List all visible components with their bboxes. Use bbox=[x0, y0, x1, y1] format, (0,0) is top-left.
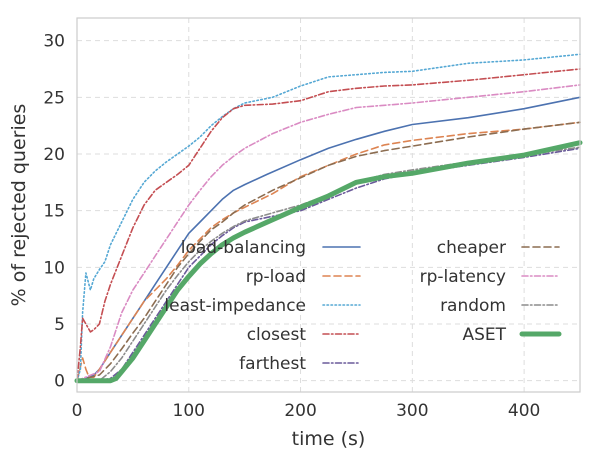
series-line-cheaper bbox=[76, 121, 581, 382]
legend-label-random: random bbox=[440, 296, 506, 316]
y-tick-label: 30 bbox=[43, 32, 65, 52]
x-tick-label: 400 bbox=[508, 401, 540, 421]
y-tick-label: 15 bbox=[43, 202, 65, 222]
x-tick-label: 200 bbox=[284, 401, 316, 421]
legend-label-closest: closest bbox=[247, 325, 307, 345]
legend-label-rp-load: rp-load bbox=[246, 267, 306, 287]
y-tick-label: 5 bbox=[54, 315, 65, 335]
y-tick-label: 0 bbox=[54, 372, 65, 392]
series-lines bbox=[74, 53, 583, 384]
legend-label-cheaper: cheaper bbox=[437, 238, 506, 258]
y-tick-label: 10 bbox=[43, 258, 65, 278]
x-axis-title: time (s) bbox=[292, 428, 366, 450]
x-tick-label: 0 bbox=[72, 401, 83, 421]
series-line-aset bbox=[74, 140, 583, 384]
legend-label-farthest: farthest bbox=[239, 354, 306, 374]
series-line-rp-latency bbox=[76, 84, 581, 382]
tick-labels: 0 100 200 300 400 0 5 10 15 20 25 30 bbox=[43, 32, 540, 421]
y-tick-label: 20 bbox=[43, 145, 65, 165]
gridlines bbox=[76, 18, 580, 392]
legend-label-rp-latency: rp-latency bbox=[420, 267, 506, 287]
legend-label-load-balancing: load-balancing bbox=[181, 238, 306, 258]
series-line-closest bbox=[76, 68, 581, 382]
y-tick-label: 25 bbox=[43, 88, 65, 108]
plot-frame bbox=[76, 17, 581, 393]
legend-label-aset: ASET bbox=[462, 325, 506, 345]
legend: load-balancing rp-load least-impedance clos… bbox=[164, 238, 562, 374]
legend-label-least-impedance: least-impedance bbox=[164, 296, 306, 316]
series-line-least-impedance bbox=[76, 53, 581, 382]
x-tick-label: 300 bbox=[396, 401, 428, 421]
x-tick-label: 100 bbox=[173, 401, 205, 421]
y-axis-title: % of rejected queries bbox=[8, 104, 30, 307]
